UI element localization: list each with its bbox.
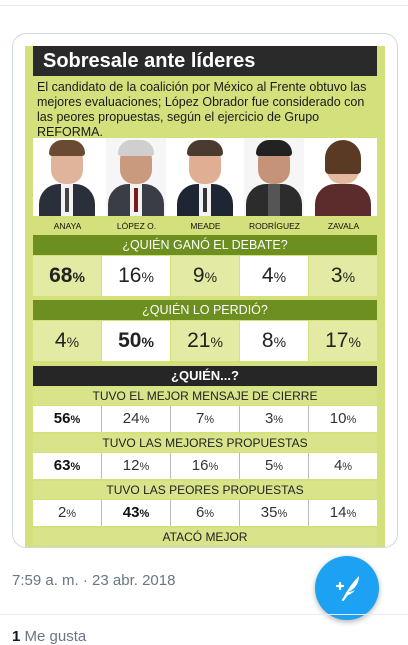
tweet-media-image[interactable]: Sobresale ante líderes El candidato de l… <box>12 33 398 548</box>
value-cell: 4% <box>333 457 353 474</box>
value-cell: 2% <box>171 547 240 548</box>
value-cell: 50% <box>102 321 170 361</box>
value-cell: 69% <box>33 547 102 548</box>
question-lost: ¿QUIÉN LO PERDIÓ? <box>33 300 377 320</box>
section-header: ¿QUIÉN...? <box>33 366 377 386</box>
value-cell: 4% <box>240 256 308 296</box>
value-cell: 21% <box>171 321 239 361</box>
row-attack: 69% 3% 2% 25% 1% <box>33 547 377 548</box>
photo-lopez <box>106 138 166 216</box>
value-cell: 14% <box>329 504 357 521</box>
value-cell: 24% <box>102 406 171 432</box>
value-cell: 6% <box>171 500 240 526</box>
value-cell: 35% <box>240 500 309 526</box>
question-best: TUVO LAS MEJORES PROPUESTAS <box>33 434 377 452</box>
question-won: ¿QUIÉN GANÓ EL DEBATE? <box>33 235 377 255</box>
value-cell: 7% <box>171 406 240 432</box>
top-divider <box>0 0 408 6</box>
compose-tweet-icon <box>335 576 359 602</box>
row-lost: 4% 50% 21% 8% 17% <box>33 321 377 361</box>
photo-meade <box>175 138 235 216</box>
value-cell: 4% <box>33 321 101 361</box>
name-meade: MEADE <box>190 221 221 231</box>
candidate-photos <box>33 138 377 216</box>
name-rodriguez: RODRÍGUEZ <box>249 221 300 231</box>
name-lopez: LÓPEZ O. <box>116 221 157 231</box>
value-cell: 2% <box>33 500 102 526</box>
value-cell: 3% <box>309 256 377 296</box>
row-closing: 56% 24% 7% 3% 10% <box>33 406 377 432</box>
photo-rodriguez <box>244 138 304 216</box>
stats-divider <box>0 614 408 615</box>
photo-zavala <box>313 138 373 216</box>
photo-anaya <box>37 138 97 216</box>
infographic-title: Sobresale ante líderes <box>33 46 377 76</box>
value-cell: 12% <box>102 453 171 479</box>
value-cell: 68% <box>33 256 101 296</box>
tweet-timestamp[interactable]: 7:59 a. m. · 23 abr. 2018 <box>12 572 176 589</box>
infographic-intro: El candidato de la coalición por México … <box>37 80 367 139</box>
value-cell: 3% <box>240 406 309 432</box>
likes-count: 1 <box>12 628 21 645</box>
name-anaya: ANAYA <box>53 221 82 231</box>
value-cell: 16% <box>171 453 240 479</box>
row-best: 63% 12% 16% 5% 4% <box>33 453 377 479</box>
infographic: Sobresale ante líderes El candidato de l… <box>25 46 385 548</box>
value-cell: 56% <box>33 406 102 432</box>
value-cell: 10% <box>329 410 357 427</box>
name-zavala: ZAVALA <box>327 221 360 231</box>
value-cell: 5% <box>240 453 309 479</box>
likes-stat[interactable]: 1 Me gusta <box>12 628 86 645</box>
question-worst: TUVO LAS PEORES PROPUESTAS <box>33 481 377 499</box>
value-cell: 16% <box>102 256 170 296</box>
value-cell: 63% <box>33 453 102 479</box>
value-cell: 9% <box>171 256 239 296</box>
compose-tweet-button[interactable] <box>315 556 379 620</box>
question-closing: TUVO EL MEJOR MENSAJE DE CIERRE <box>33 387 377 405</box>
value-cell: 3% <box>102 547 171 548</box>
value-cell: 43% <box>102 500 171 526</box>
row-worst: 2% 43% 6% 35% 14% <box>33 500 377 526</box>
likes-label: Me gusta <box>24 628 87 645</box>
candidate-names: ANAYA LÓPEZ O. MEADE RODRÍGUEZ ZAVALA <box>33 218 377 234</box>
question-attack: ATACÓ MEJOR <box>33 528 377 546</box>
value-cell: 17% <box>309 321 377 361</box>
row-won: 68% 16% 9% 4% 3% <box>33 256 377 296</box>
value-cell: 8% <box>240 321 308 361</box>
value-cell: 25% <box>240 547 309 548</box>
value-cell: 1% <box>309 547 377 548</box>
